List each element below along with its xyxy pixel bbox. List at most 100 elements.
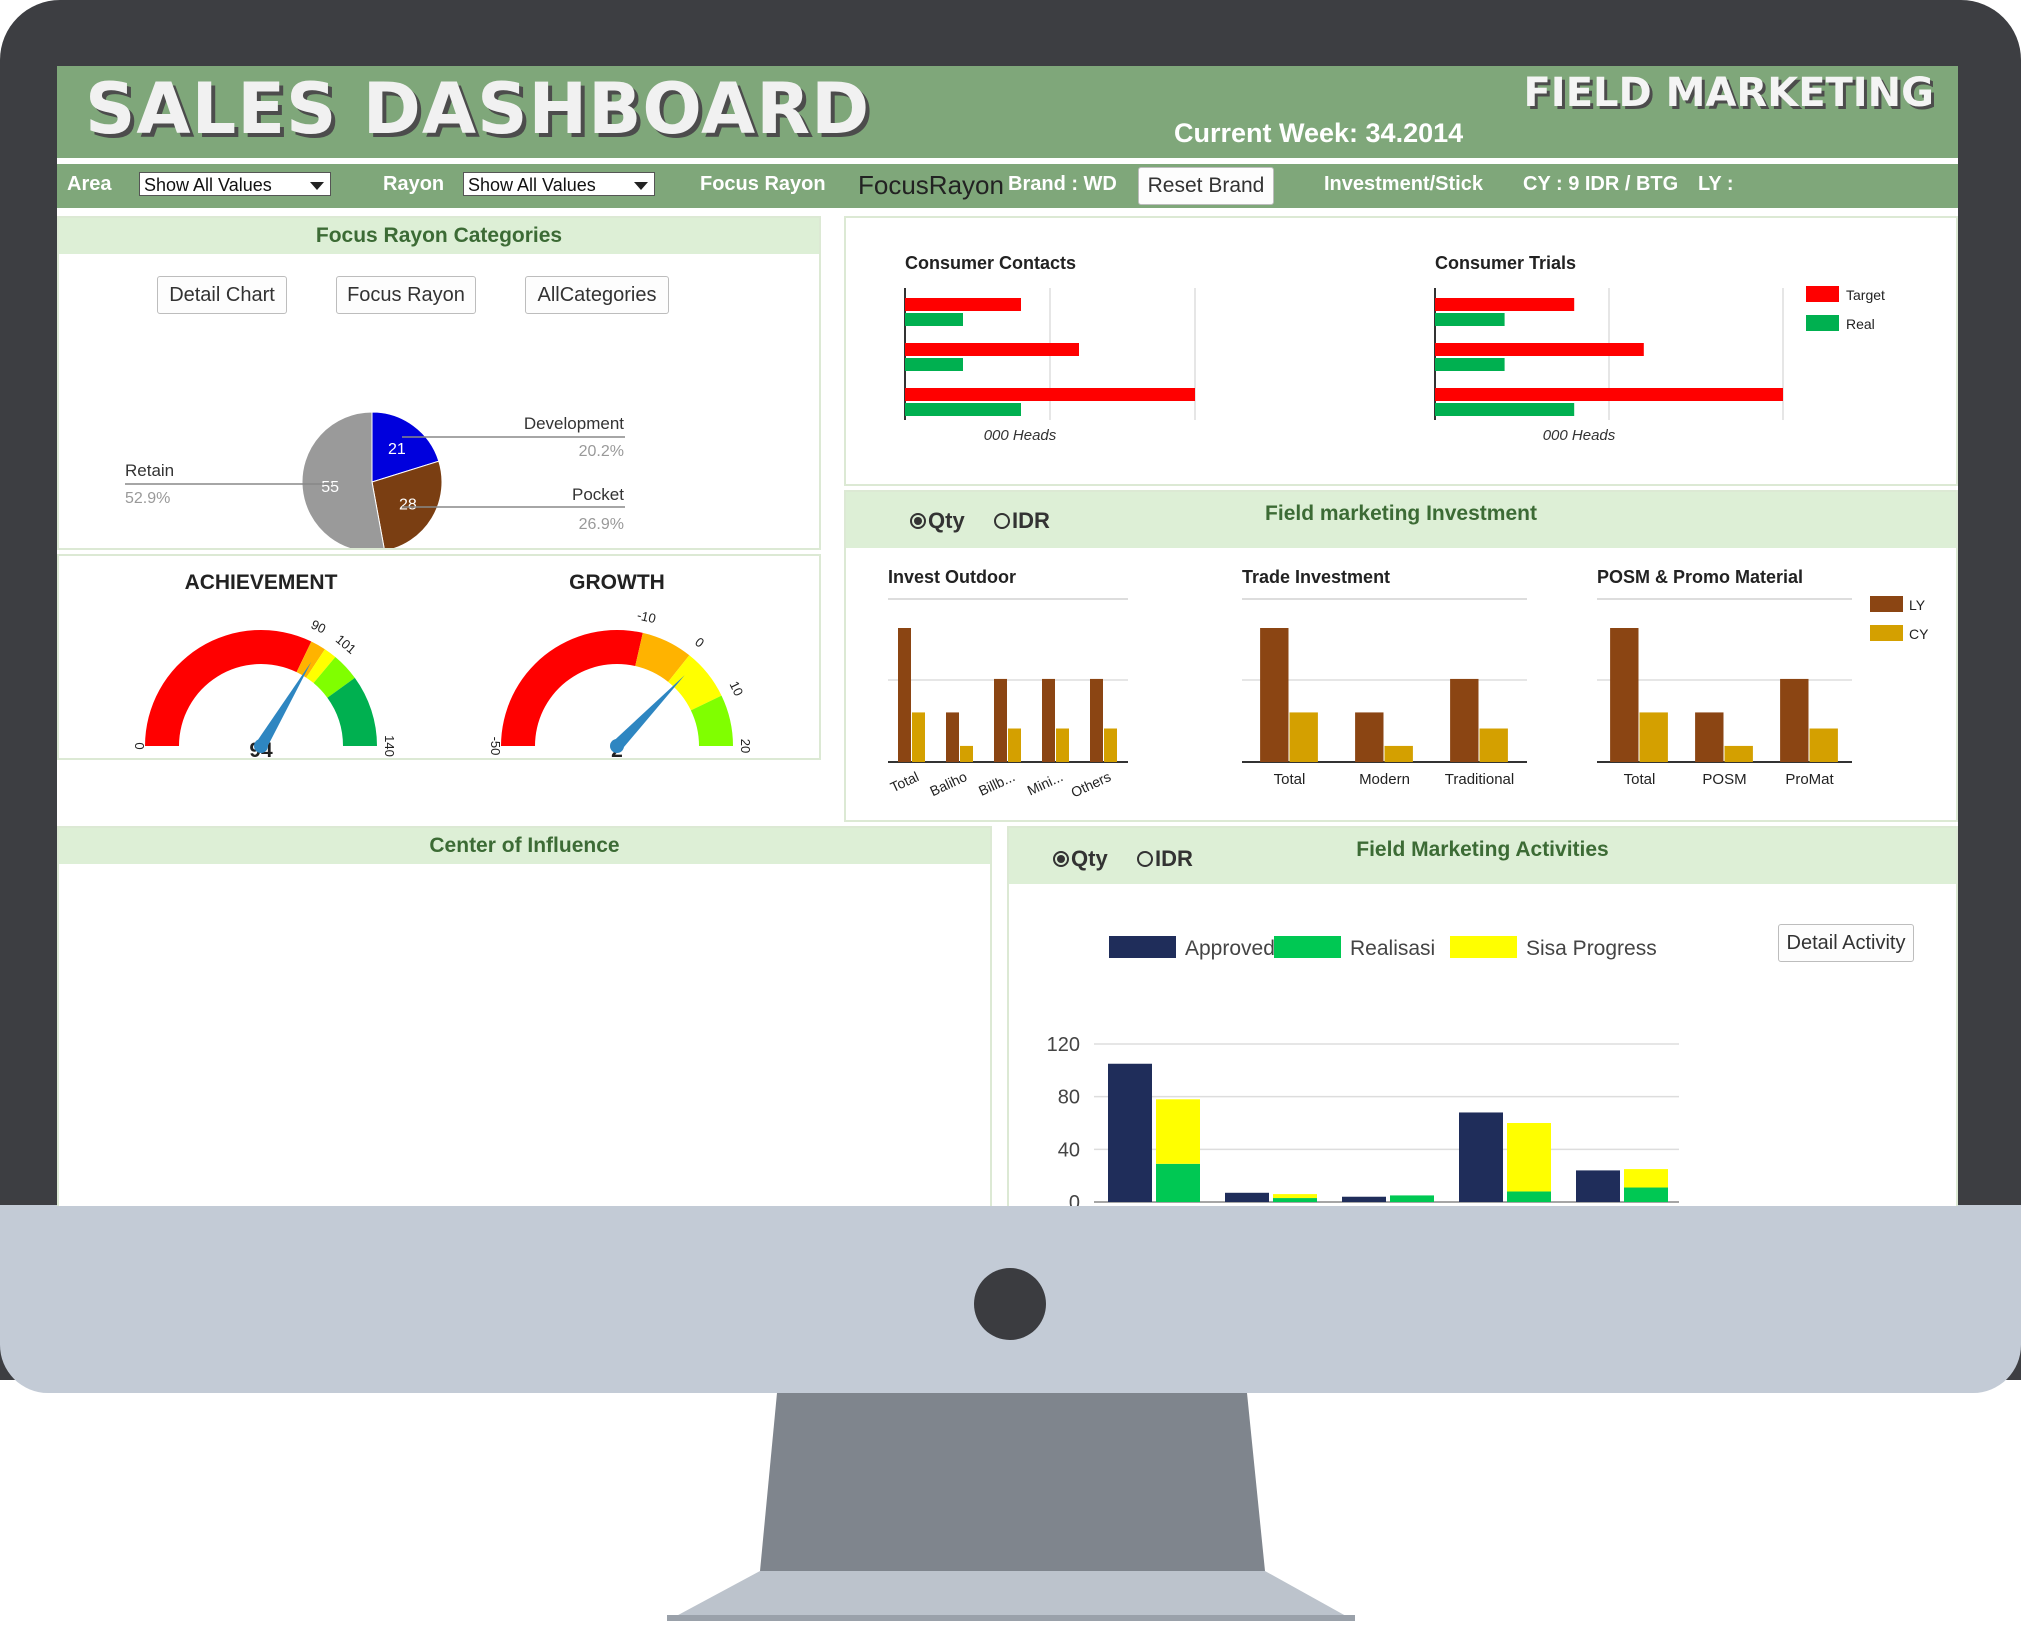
reset-brand-button[interactable]: Reset Brand [1138,167,1274,205]
bar-realisasi [1507,1191,1551,1202]
consumer-trials-bar-target [1435,298,1575,311]
investment-panel: Field marketing Investment Qty IDR Inves… [844,490,1958,822]
gauge-band [668,655,722,711]
investment-stick-label: Investment/Stick [1324,173,1483,195]
gauge-band [313,656,355,698]
area-label: Area [67,173,112,195]
pie-value-retain: 55 [321,479,339,496]
pie-percent-retain: 52.9% [125,490,170,507]
legend-label-approved: Approved [1185,937,1275,960]
consumer-contacts-bar-target [905,298,1021,311]
investment-idr-label: IDR [1012,508,1050,533]
legend-label-cy: CY [1909,626,1929,642]
gauge-needle-hub [610,739,624,753]
gauge-band [635,632,690,682]
detail-chart-button[interactable]: Detail Chart [157,276,287,314]
investment-title: Field marketing Investment [1265,502,1537,525]
activities-qty-label: Qty [1071,846,1108,871]
consumer-trials-bar-real [1435,358,1505,371]
focus-rayon-button[interactable]: Focus Rayon [336,276,476,314]
investment-idr-radio[interactable]: IDR [994,508,1050,534]
gauge-needle-hub [254,739,268,753]
pie-label-pocket: Pocket [572,485,624,504]
gauge-needle [612,675,685,751]
investment-header: Field marketing Investment [846,492,1956,548]
activities-panel: Field Marketing Activities Qty IDR Detai… [1007,826,1958,1206]
tick-label: Mini... [1025,768,1066,798]
pie-percent-pocket: 26.9% [579,516,624,533]
invest-outdoor-bar-cy [1104,728,1117,762]
area-select-value: Show All Values [144,175,272,195]
chevron-down-icon [634,182,648,190]
posm-promo-material-bar-cy [1809,728,1838,762]
gauge-max-label: 140 [382,735,397,757]
influence-title: Center of Influence [59,828,990,864]
focus-rayon-value[interactable]: FocusRayon [858,170,1004,200]
legend-swatch-approved [1109,936,1176,958]
investment-qty-radio[interactable]: Qty [910,508,965,534]
bar-approved [1576,1170,1620,1202]
gauge-tick-label: 10 [726,679,746,699]
trade-investment-bar-ly [1355,712,1384,762]
area-select[interactable]: Show All Values [139,172,331,196]
investment-qty-label: Qty [928,508,965,533]
legend-swatch-sisa-progress [1450,936,1517,958]
gauge-band [296,641,325,678]
invest-outdoor-bar-cy [1008,728,1021,762]
bar-sisa-progress [1624,1169,1668,1188]
posm-promo-material-bar-ly [1610,628,1639,762]
posm-promo-material-bar-ly [1695,712,1724,762]
trade-investment-title: Trade Investment [1242,567,1390,587]
invest-outdoor-bar-cy [1056,728,1069,762]
pie-label-retain: Retain [125,461,174,480]
influence-panel: Center of Influence [57,826,992,1206]
radio-checked-icon [1053,851,1069,867]
rayon-select-value: Show All Values [468,175,596,195]
gauge-min-label: -50 [488,737,503,756]
tick-label: Total [1624,771,1656,788]
consumer-contacts-bar-target [905,343,1079,356]
trade-investment-bar-cy [1479,728,1508,762]
pie-percent-development: 20.2% [579,443,624,460]
gauge-tick-label: 0 [692,634,707,650]
growth-title: GROWTH [569,571,665,594]
all-categories-button[interactable]: AllCategories [525,276,669,314]
y-tick-label: 120 [1047,1034,1080,1056]
pie-slice-development [371,411,440,483]
focus-rayon-label: Focus Rayon [700,173,826,195]
consumer-contacts-bar-real [905,403,1021,416]
pie-slice-pocket [371,460,443,548]
consumer-contacts-title: Consumer Contacts [905,253,1076,273]
radio-unchecked-icon [1137,851,1153,867]
consumer-trials-bar-real [1435,403,1575,416]
bar-approved [1459,1112,1503,1202]
consumer-panel: Consumer Contacts 000 Heads Consumer Trial… [844,216,1958,486]
rayon-select[interactable]: Show All Values [463,172,655,196]
invest-outdoor-bar-ly [994,678,1007,762]
y-tick-label: 80 [1058,1087,1080,1109]
tick-label: POSM [1702,771,1746,788]
legend-swatch-ly [1870,596,1903,612]
consumer-trials-title: Consumer Trials [1435,253,1576,273]
consumer-charts: Consumer Contacts 000 Heads Consumer Trial… [904,253,1885,444]
tick-label: Others [1068,768,1113,800]
consumer-trials-bar-real [1435,313,1505,326]
categories-panel: Focus Rayon Categories Detail Chart Focu… [57,216,821,550]
pie-value-development: 21 [388,441,406,458]
pie-slice-retain [301,411,385,548]
tick-label: ProMat [1785,771,1834,788]
legend-label-ly: LY [1909,597,1926,613]
invest-outdoor-title: Invest Outdoor [888,567,1016,587]
consumer-contacts-xlabel: 000 Heads [984,427,1057,444]
activities-idr-radio[interactable]: IDR [1137,846,1193,872]
legend-swatch-real [1806,315,1839,331]
legend-swatch-realisasi [1274,936,1341,958]
ly-label: LY : [1698,173,1734,195]
bar-approved [1342,1196,1386,1202]
activities-qty-radio[interactable]: Qty [1053,846,1108,872]
tick-label: Baliho [927,768,969,799]
legend-label-sisa-progress: Sisa Progress [1526,937,1657,960]
detail-activity-button[interactable]: Detail Activity [1778,924,1914,962]
